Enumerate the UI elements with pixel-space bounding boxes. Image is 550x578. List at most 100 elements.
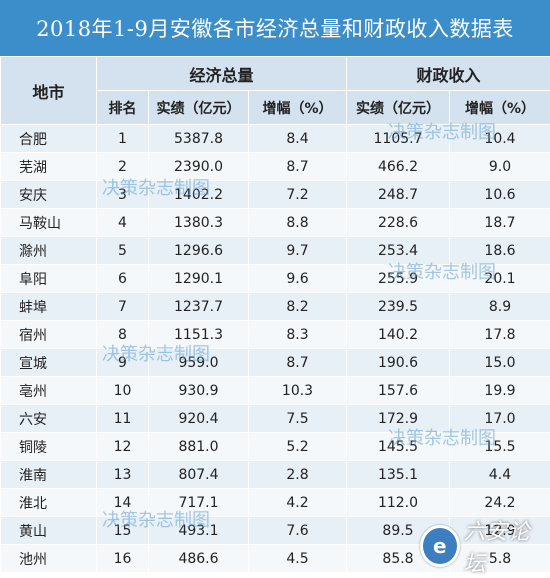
- header-rev-growth: 增幅（%）: [450, 91, 550, 125]
- cell-rank: 5: [97, 237, 149, 265]
- cell-gdp: 1296.6: [149, 237, 249, 265]
- cell-rank: 11: [97, 405, 149, 433]
- cell-revenue: 172.9: [347, 405, 450, 433]
- header-gdp-growth: 增幅（%）: [249, 91, 347, 125]
- cell-revenue: 135.1: [347, 461, 450, 489]
- cell-revenue-growth: 24.2: [450, 489, 550, 517]
- cell-revenue: 1105.7: [347, 125, 450, 153]
- cell-gdp: 486.6: [149, 545, 249, 573]
- cell-gdp: 959.0: [149, 349, 249, 377]
- header-region: 地市: [1, 57, 97, 125]
- cell-revenue-growth: 15.5: [450, 433, 550, 461]
- cell-city: 滁州: [1, 237, 97, 265]
- cell-revenue: 255.9: [347, 265, 450, 293]
- cell-gdp-growth: 7.2: [249, 181, 347, 209]
- cell-revenue: 466.2: [347, 153, 450, 181]
- cell-gdp-growth: 8.7: [249, 153, 347, 181]
- cell-revenue-growth: 4.4: [450, 461, 550, 489]
- cell-city: 安庆: [1, 181, 97, 209]
- cell-gdp-growth: 8.7: [249, 349, 347, 377]
- cell-revenue: 89.5: [347, 517, 450, 545]
- cell-gdp: 5387.8: [149, 125, 249, 153]
- cell-rank: 2: [97, 153, 149, 181]
- cell-gdp: 920.4: [149, 405, 249, 433]
- header-economy: 经济总量: [97, 57, 347, 91]
- cell-gdp: 493.1: [149, 517, 249, 545]
- cell-revenue-growth: 19.9: [450, 377, 550, 405]
- cell-rank: 6: [97, 265, 149, 293]
- cell-city: 池州: [1, 545, 97, 573]
- cell-city: 芜湖: [1, 153, 97, 181]
- cell-city: 合肥: [1, 125, 97, 153]
- header-gdp-actual: 实绩（亿元）: [149, 91, 249, 125]
- cell-rank: 15: [97, 517, 149, 545]
- cell-rank: 1: [97, 125, 149, 153]
- cell-gdp-growth: 8.4: [249, 125, 347, 153]
- cell-gdp: 881.0: [149, 433, 249, 461]
- cell-revenue-growth: 15.0: [450, 349, 550, 377]
- cell-city: 淮北: [1, 489, 97, 517]
- cell-gdp-growth: 10.3: [249, 377, 347, 405]
- cell-revenue: 228.6: [347, 209, 450, 237]
- cell-rank: 7: [97, 293, 149, 321]
- cell-gdp-growth: 7.6: [249, 517, 347, 545]
- cell-revenue-growth: 10.6: [450, 181, 550, 209]
- header-rank: 排名: [97, 91, 149, 125]
- cell-revenue-growth: 18.6: [450, 237, 550, 265]
- cell-rank: 8: [97, 321, 149, 349]
- cell-rank: 13: [97, 461, 149, 489]
- cell-gdp-growth: 4.2: [249, 489, 347, 517]
- cell-gdp: 807.4: [149, 461, 249, 489]
- cell-city: 蚌埠: [1, 293, 97, 321]
- cell-rank: 12: [97, 433, 149, 461]
- cell-revenue-growth: 10.4: [450, 125, 550, 153]
- cell-gdp: 1380.3: [149, 209, 249, 237]
- cell-revenue-growth: 5.8: [450, 545, 550, 573]
- cell-rank: 4: [97, 209, 149, 237]
- cell-revenue-growth: 8.9: [450, 293, 550, 321]
- cell-city: 马鞍山: [1, 209, 97, 237]
- cell-revenue-growth: 20.1: [450, 265, 550, 293]
- cell-gdp: 2390.0: [149, 153, 249, 181]
- cell-gdp-growth: 5.2: [249, 433, 347, 461]
- cell-city: 亳州: [1, 377, 97, 405]
- cell-revenue-growth: 18.7: [450, 209, 550, 237]
- cell-revenue-growth: 9.0: [450, 153, 550, 181]
- cell-gdp-growth: 2.8: [249, 461, 347, 489]
- cell-gdp: 930.9: [149, 377, 249, 405]
- cell-gdp-growth: 8.3: [249, 321, 347, 349]
- cell-revenue: 190.6: [347, 349, 450, 377]
- cell-gdp-growth: 7.5: [249, 405, 347, 433]
- cell-revenue: 85.8: [347, 545, 450, 573]
- cell-gdp: 1151.3: [149, 321, 249, 349]
- cell-gdp: 1237.7: [149, 293, 249, 321]
- cell-city: 六安: [1, 405, 97, 433]
- cell-city: 黄山: [1, 517, 97, 545]
- cell-gdp: 717.1: [149, 489, 249, 517]
- cell-city: 淮南: [1, 461, 97, 489]
- cell-revenue: 112.0: [347, 489, 450, 517]
- cell-rank: 16: [97, 545, 149, 573]
- cell-revenue: 145.5: [347, 433, 450, 461]
- cell-revenue-growth: 12.9: [450, 517, 550, 545]
- table-title: 2018年1-9月安徽各市经济总量和财政收入数据表: [0, 0, 550, 56]
- cell-city: 铜陵: [1, 433, 97, 461]
- cell-gdp-growth: 8.8: [249, 209, 347, 237]
- header-rev-actual: 实绩（亿元）: [347, 91, 450, 125]
- header-revenue: 财政收入: [347, 57, 550, 91]
- cell-gdp-growth: 9.6: [249, 265, 347, 293]
- cell-gdp: 1402.2: [149, 181, 249, 209]
